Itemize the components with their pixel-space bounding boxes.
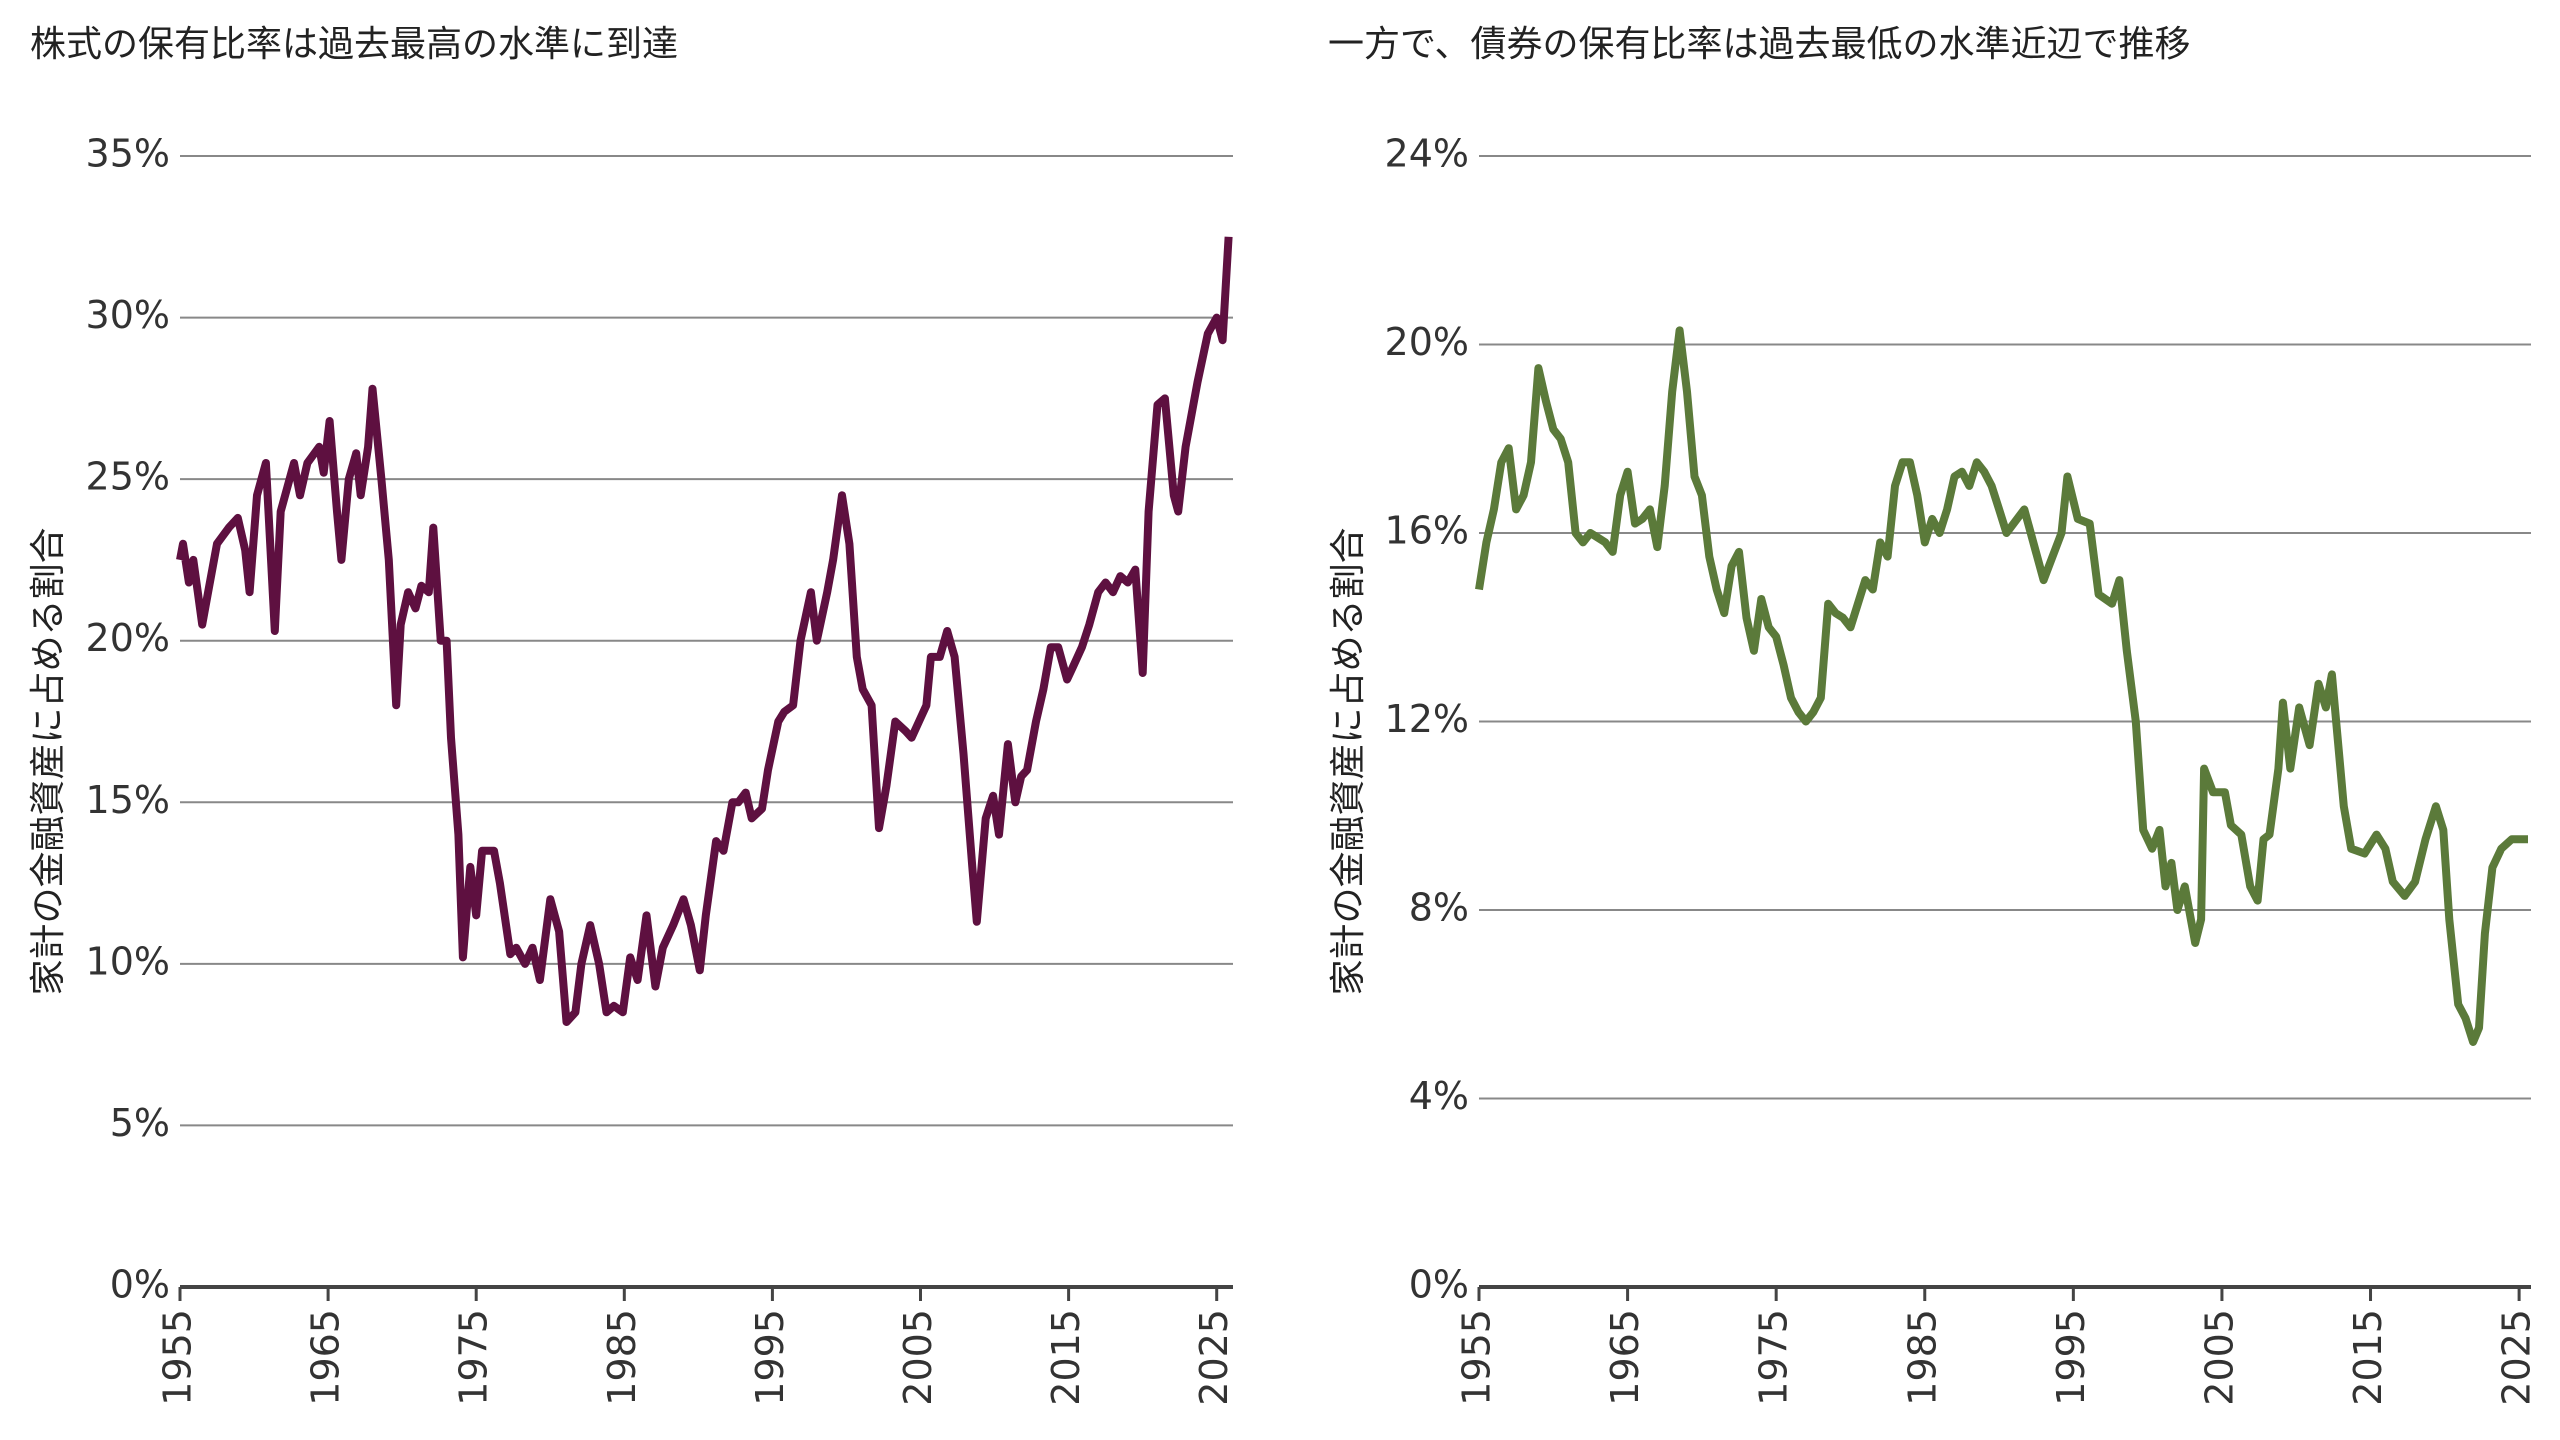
chart-title: 株式の保有比率は過去最高の水準に到達: [30, 24, 678, 65]
x-tick-label: 1965: [1603, 1309, 1647, 1406]
y-tick-label: 24%: [1385, 132, 1469, 176]
x-tick-label: 2005: [2197, 1309, 2241, 1406]
y-axis-label: 家計の金融資産に占める割合: [1328, 527, 1369, 995]
y-tick-label: 15%: [86, 778, 170, 822]
y-tick-label: 4%: [1409, 1074, 1469, 1118]
x-tick-label: 2025: [2495, 1309, 2539, 1406]
x-tick-label: 2025: [1192, 1309, 1236, 1406]
x-tick-label: 1965: [304, 1309, 348, 1406]
data-line: [1475, 326, 2528, 1046]
x-tick-label: 1975: [452, 1309, 496, 1406]
x-tick-label: 1995: [748, 1309, 792, 1406]
y-tick-label: 12%: [1385, 697, 1469, 741]
y-tick-label: 20%: [1385, 320, 1469, 364]
x-tick-label: 2015: [2346, 1309, 2390, 1406]
x-tick-label: 1975: [1752, 1309, 1796, 1406]
y-tick-label: 25%: [86, 455, 170, 499]
y-tick-label: 35%: [86, 132, 170, 176]
y-tick-label: 0%: [1409, 1263, 1469, 1307]
y-axis-label: 家計の金融資産に占める割合: [28, 527, 69, 995]
x-tick-label: 2005: [896, 1309, 940, 1406]
x-tick-label: 1985: [600, 1309, 644, 1406]
y-tick-label: 30%: [86, 293, 170, 337]
x-tick-label: 1955: [156, 1309, 200, 1406]
y-tick-label: 16%: [1385, 509, 1469, 553]
x-tick-label: 1955: [1455, 1309, 1499, 1406]
x-tick-label: 1995: [2049, 1309, 2093, 1406]
y-tick-label: 0%: [110, 1263, 170, 1307]
y-tick-label: 5%: [110, 1101, 170, 1145]
y-tick-label: 8%: [1409, 886, 1469, 930]
data-line: [176, 236, 1233, 1026]
y-tick-label: 10%: [86, 939, 170, 983]
x-tick-label: 2015: [1044, 1309, 1088, 1406]
y-tick-label: 20%: [86, 616, 170, 660]
chart-title: 一方で、債券の保有比率は過去最低の水準近辺で推移: [1328, 24, 2191, 65]
x-tick-label: 1985: [1900, 1309, 1944, 1406]
